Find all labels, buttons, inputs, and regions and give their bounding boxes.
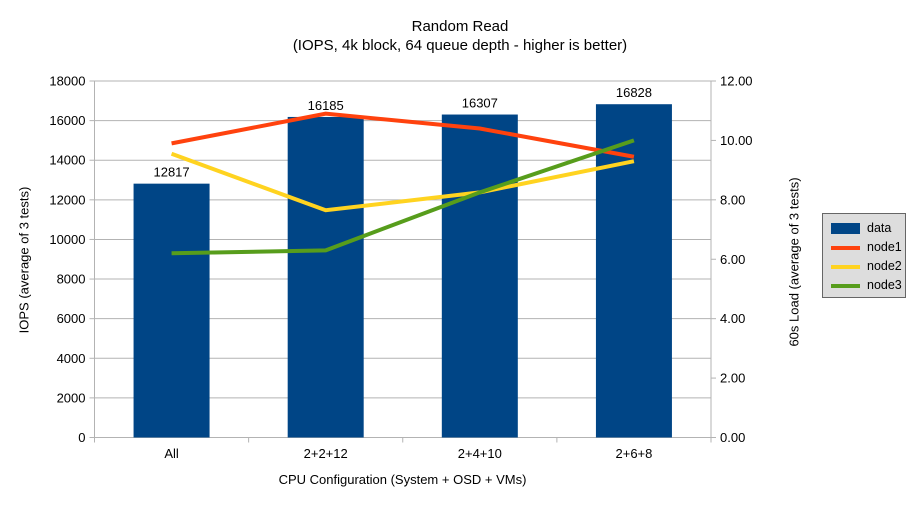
legend-item-node3: node3 [823,276,905,295]
legend-swatch-node1 [831,245,860,250]
line-node3 [171,138,635,256]
legend-item-node1: node1 [823,238,905,257]
x-axis-tick-label: All [164,446,179,461]
legend-label: node3 [867,278,902,292]
y-axis-tick-label-left: 8000 [57,272,86,287]
x-axis-tick-label: 2+4+10 [458,446,502,461]
y-axis-tick-label-right: 10.00 [720,133,753,148]
legend-label: node2 [867,259,902,273]
legend-swatch-data [831,223,860,234]
y-axis-tick-label-left: 18000 [49,74,85,89]
legend-item-data: data [823,219,905,238]
bar-value-label: 12817 [153,165,189,180]
bar-value-label: 16185 [308,98,344,113]
y-axis-tick-label-left: 0 [78,430,85,445]
y-axis-tick-label-left: 10000 [49,232,85,247]
y-axis-tick-label-left: 2000 [57,390,86,405]
legend-label: node1 [867,240,902,254]
y-axis-tick-label-right: 12.00 [720,74,753,89]
chart-title: Random Read [411,18,509,35]
y-axis-tick-label-right: 2.00 [720,371,745,386]
x-axis-title: CPU Configuration (System + OSD + VMs) [278,472,527,487]
legend-swatch-node3 [831,283,860,288]
y-axis-tick-label-left: 12000 [49,192,85,207]
bar-data [595,104,672,438]
chart-subtitle: (IOPS, 4k block, 64 queue depth - higher… [292,37,628,54]
y-axis-tick-label-right: 0.00 [720,430,745,445]
y-axis-tick-label-left: 16000 [49,113,85,128]
legend-swatch-node2 [831,264,860,269]
line-node2 [170,151,635,213]
y-axis-tick-label-right: 8.00 [720,192,745,207]
bar-data [441,114,518,438]
bar-data [133,183,210,438]
bar-data [287,116,364,438]
legend-label: data [867,221,892,235]
bar-value-label: 16307 [462,96,498,111]
legend: data node1 node2 node3 [822,213,906,298]
x-axis-tick-label: 2+2+12 [304,446,348,461]
y-axis-tick-label-right: 4.00 [720,311,745,326]
y-axis-tick-label-right: 6.00 [720,252,745,267]
x-axis-tick-label: 2+6+8 [616,446,653,461]
y-axis-tick-label-left: 4000 [57,351,86,366]
bar-value-label: 16828 [616,85,652,100]
y-axis-tick-label-left: 14000 [49,153,85,168]
legend-item-node2: node2 [823,257,905,276]
y-axis-tick-label-left: 6000 [57,311,86,326]
line-node1 [171,111,635,159]
